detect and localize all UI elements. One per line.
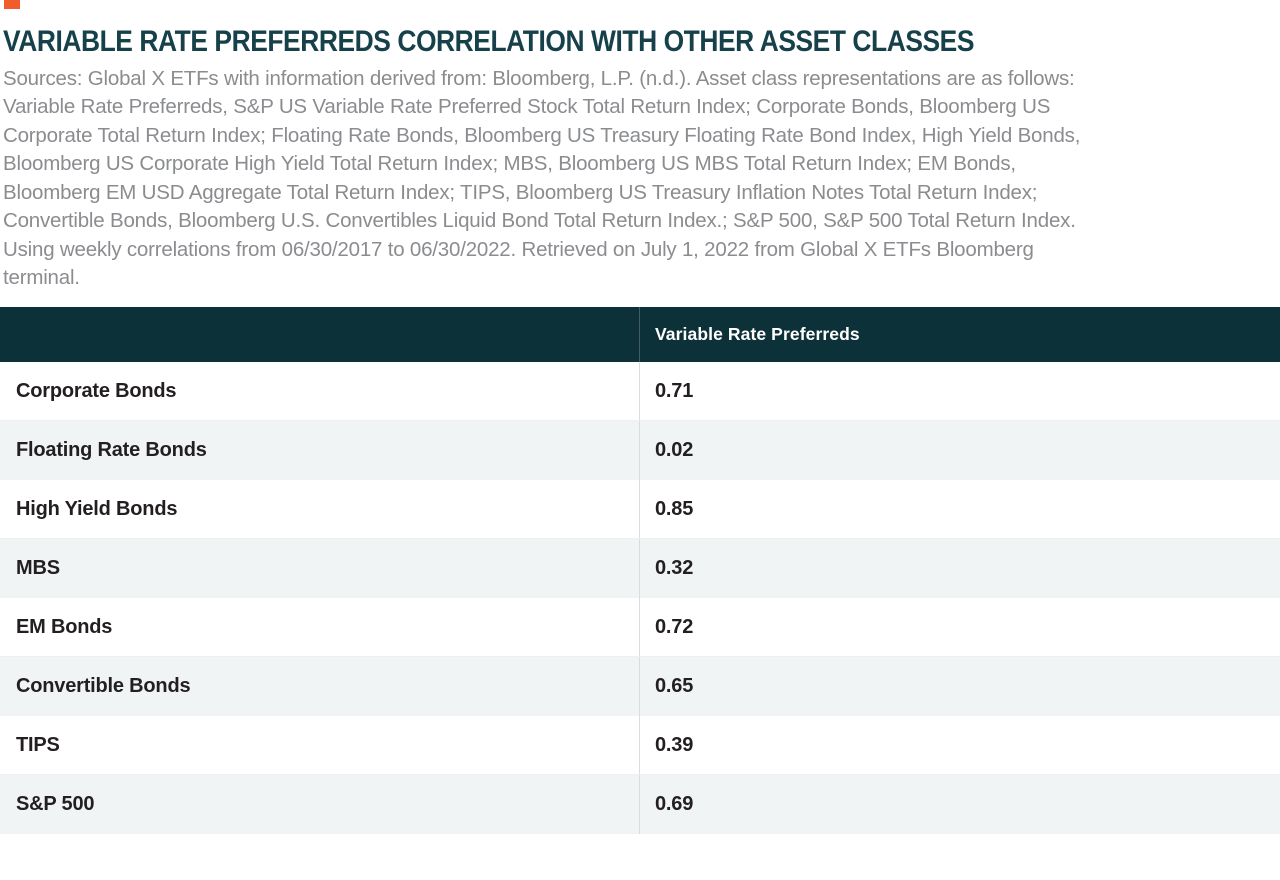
row-label: Floating Rate Bonds: [0, 421, 640, 480]
table-row: High Yield Bonds 0.85: [0, 480, 1280, 539]
source-line: Using weekly correlations from 06/30/201…: [3, 237, 1034, 261]
row-value: 0.32: [655, 557, 694, 579]
correlation-table: Variable Rate Preferreds Corporate Bonds…: [0, 307, 1280, 834]
source-line: Corporate Total Return Index; Floating R…: [3, 123, 1081, 147]
table-row: Corporate Bonds 0.71: [0, 362, 1280, 421]
row-label: EM Bonds: [0, 598, 640, 656]
row-value: 0.39: [655, 733, 694, 756]
table-row: EM Bonds 0.72: [0, 598, 1280, 657]
source-line: Variable Rate Preferreds, S&P US Variabl…: [3, 95, 1051, 118]
row-label: TIPS: [0, 716, 640, 774]
source-line: terminal.: [3, 266, 80, 289]
row-value: 0.69: [655, 793, 694, 815]
table-header-blank-cell: [0, 307, 640, 362]
source-note: Sources: Global X ETFs with information …: [3, 65, 1280, 293]
source-line: Bloomberg EM USD Aggregate Total Return …: [3, 180, 1038, 204]
row-label: Corporate Bonds: [0, 362, 640, 420]
table-header-variable-rate-preferreds: Variable Rate Preferreds: [655, 324, 860, 344]
row-label: High Yield Bonds: [0, 480, 640, 538]
table-row: Convertible Bonds 0.65: [0, 657, 1280, 716]
brand-accent-square: [4, 0, 20, 9]
row-value: 0.02: [655, 439, 694, 461]
page-title: VARIABLE RATE PREFERREDS CORRELATION WIT…: [3, 25, 975, 58]
table-header-row: Variable Rate Preferreds: [0, 307, 1280, 362]
row-value: 0.85: [655, 497, 694, 520]
row-value: 0.71: [655, 379, 694, 402]
source-line: Bloomberg US Corporate High Yield Total …: [3, 152, 1016, 175]
row-label: Convertible Bonds: [0, 657, 640, 716]
table-row: MBS 0.32: [0, 539, 1280, 598]
table-row: TIPS 0.39: [0, 716, 1280, 775]
source-line: Convertible Bonds, Bloomberg U.S. Conver…: [3, 209, 1076, 232]
source-line: Sources: Global X ETFs with information …: [3, 66, 1075, 90]
row-value: 0.65: [655, 675, 694, 697]
table-row: Floating Rate Bonds 0.02: [0, 421, 1280, 480]
row-value: 0.72: [655, 615, 694, 638]
row-label: MBS: [0, 539, 640, 598]
table-row: S&P 500 0.69: [0, 775, 1280, 834]
row-label: S&P 500: [0, 775, 640, 834]
